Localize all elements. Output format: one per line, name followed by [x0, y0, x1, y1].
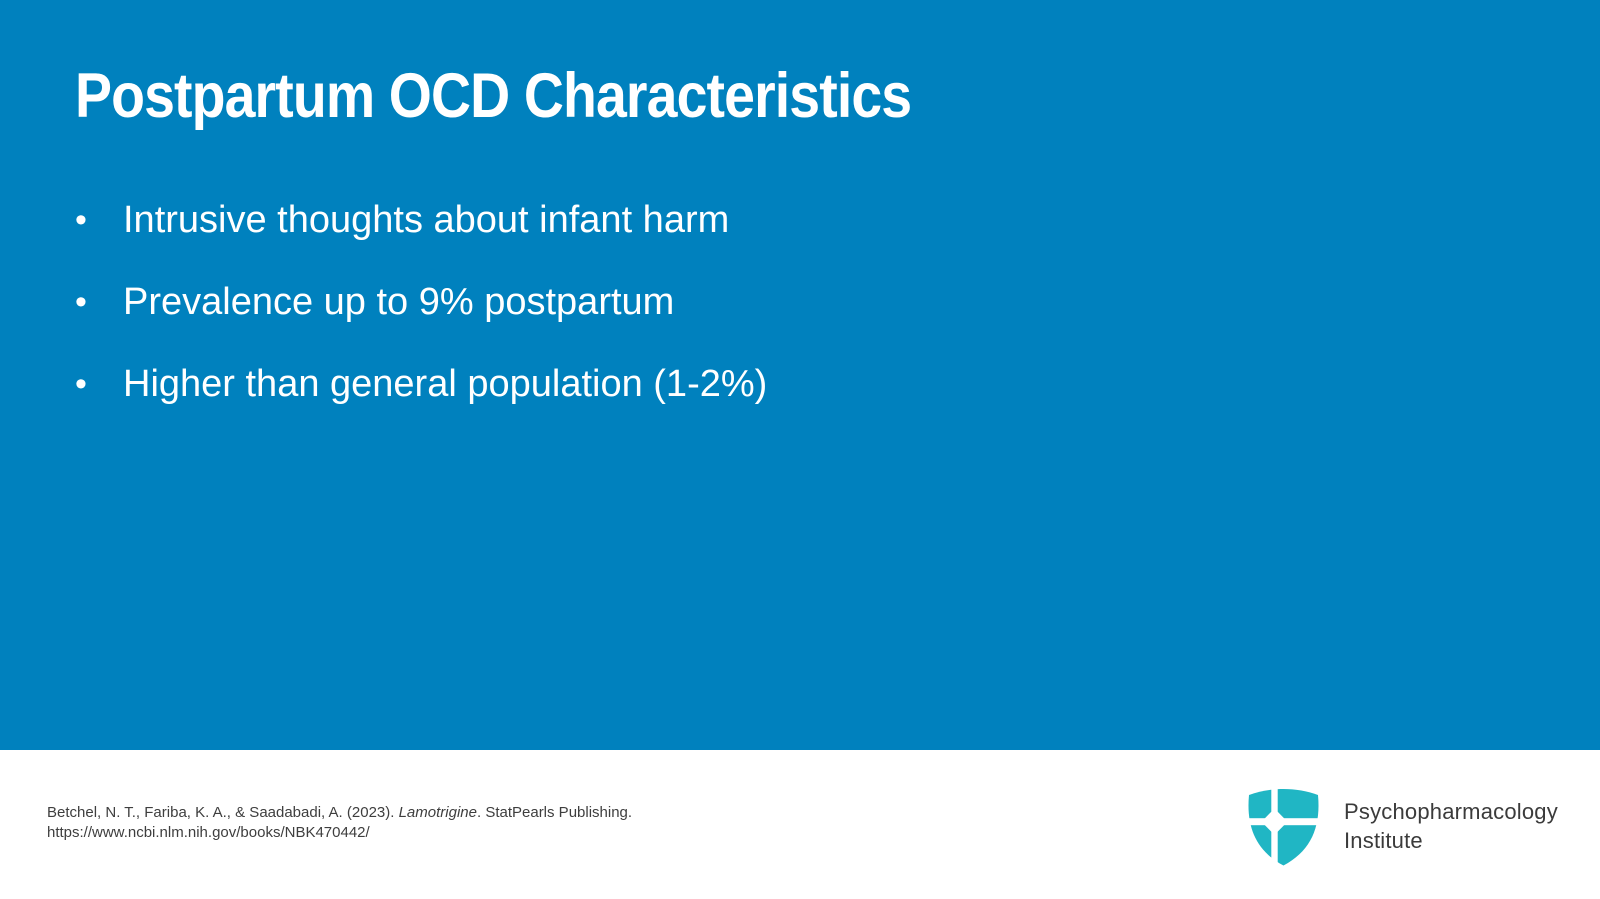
bullet-icon: •	[75, 283, 87, 321]
citation-text: Betchel, N. T., Fariba, K. A., & Saadaba…	[47, 803, 632, 843]
bullet-list: • Intrusive thoughts about infant harm •…	[75, 196, 767, 442]
list-item: • Intrusive thoughts about infant harm	[75, 196, 767, 244]
bullet-icon: •	[75, 365, 87, 403]
bullet-text: Intrusive thoughts about infant harm	[123, 199, 730, 241]
page-title: Postpartum OCD Characteristics	[75, 61, 912, 131]
citation-url: https://www.ncbi.nlm.nih.gov/books/NBK47…	[47, 824, 370, 841]
publisher-name-line1: Psychopharmacology	[1344, 799, 1558, 824]
citation-line-1: Betchel, N. T., Fariba, K. A., & Saadaba…	[47, 804, 633, 821]
list-item: • Higher than general population (1-2%)	[75, 360, 767, 408]
shield-cross-icon	[1245, 785, 1322, 867]
publisher-name: Psychopharmacology Institute	[1344, 797, 1558, 855]
bullet-text: Higher than general population (1-2%)	[123, 363, 768, 405]
citation-title-italic: Lamotrigine	[398, 804, 477, 821]
slide-body: Postpartum OCD Characteristics • Intrusi…	[0, 0, 1600, 750]
publisher-logo: Psychopharmacology Institute	[1245, 785, 1558, 867]
bullet-text: Prevalence up to 9% postpartum	[123, 281, 675, 323]
bullet-icon: •	[75, 201, 87, 239]
slide-footer: Betchel, N. T., Fariba, K. A., & Saadaba…	[0, 750, 1600, 899]
list-item: • Prevalence up to 9% postpartum	[75, 278, 767, 326]
publisher-name-line2: Institute	[1344, 828, 1423, 853]
